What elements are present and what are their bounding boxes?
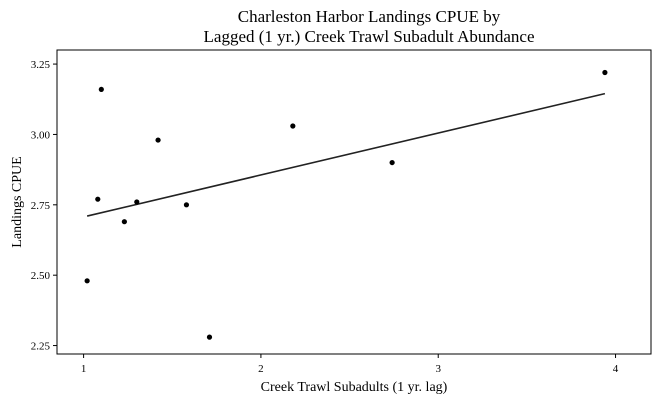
data-point [389,159,395,166]
data-point [134,199,140,205]
trend-line-group [86,92,606,217]
data-point [84,278,90,284]
data-point [602,69,608,76]
x-axis-label: Creek Trawl Subadults (1 yr. lag) [261,380,448,395]
x-tick-label: 2 [258,363,264,375]
chart-title-line-1: Charleston Harbor Landings CPUE by [238,7,501,26]
x-tick-label: 1 [81,363,87,375]
y-tick-label: 3.25 [31,59,51,71]
data-point [121,219,127,225]
y-axis-label: Landings CPUE [10,156,25,247]
data-point [155,137,161,143]
data-point [95,196,101,202]
y-tick-label: 2.75 [31,200,51,212]
y-tick-label: 2.50 [31,270,51,282]
trend-line [86,92,606,217]
data-point [183,202,190,208]
y-tick-label: 2.25 [31,341,51,353]
x-tick-label: 4 [613,363,619,375]
x-tick-label: 3 [435,363,441,375]
chart-title-line-2: Lagged (1 yr.) Creek Trawl Subadult Abun… [204,27,535,46]
points-group [84,69,608,340]
data-point [206,334,213,340]
data-point [98,86,104,93]
plot-panel-border [56,49,652,355]
y-tick-label: 3.00 [31,129,51,141]
data-point [290,123,296,129]
y-axis: 2.25 2.50 2.75 3.00 3.25 [31,59,57,353]
x-axis: 1 2 3 4 [81,354,619,375]
